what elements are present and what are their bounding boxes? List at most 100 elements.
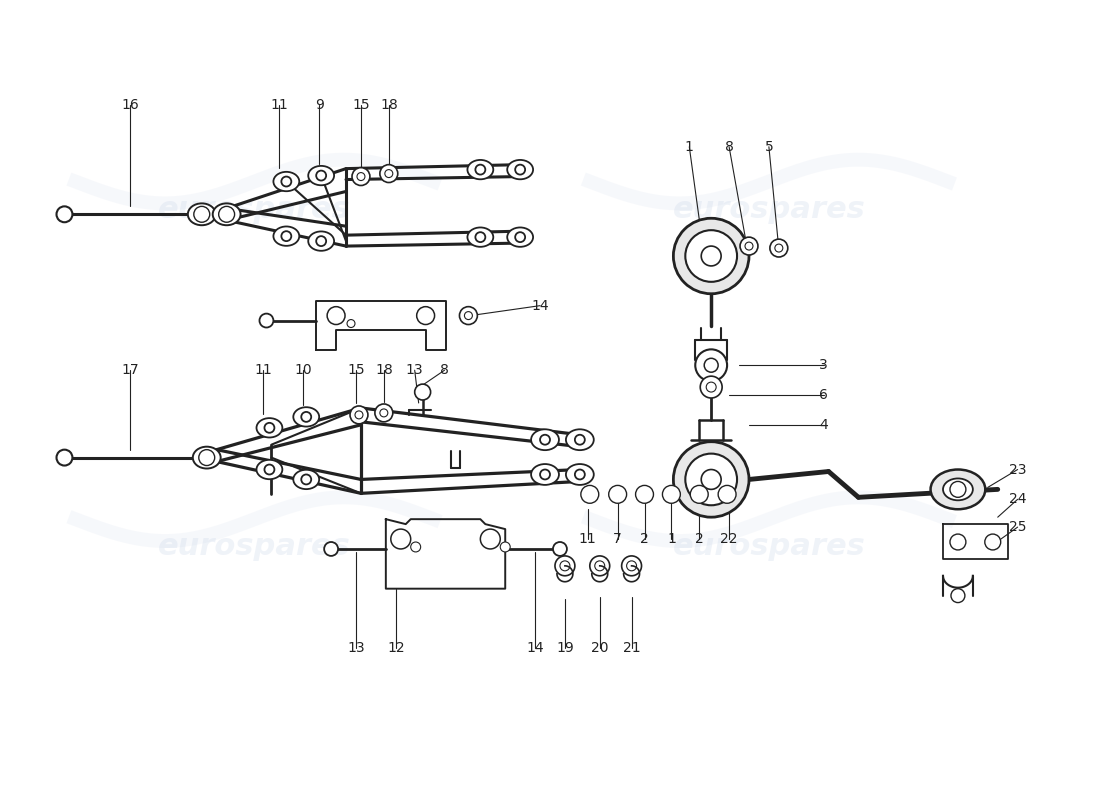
Text: 13: 13 bbox=[348, 642, 365, 655]
Text: 8: 8 bbox=[440, 363, 449, 378]
Circle shape bbox=[770, 239, 788, 257]
Ellipse shape bbox=[531, 430, 559, 450]
Circle shape bbox=[264, 423, 274, 433]
Circle shape bbox=[515, 232, 525, 242]
Circle shape bbox=[685, 230, 737, 282]
Circle shape bbox=[56, 206, 73, 222]
Circle shape bbox=[595, 561, 605, 571]
Circle shape bbox=[691, 486, 708, 503]
Circle shape bbox=[701, 246, 722, 266]
Ellipse shape bbox=[468, 160, 493, 179]
Text: 4: 4 bbox=[820, 418, 828, 432]
Circle shape bbox=[950, 482, 966, 498]
Circle shape bbox=[352, 168, 370, 186]
Circle shape bbox=[260, 314, 274, 327]
Text: 7: 7 bbox=[614, 532, 622, 546]
Circle shape bbox=[706, 382, 716, 392]
Circle shape bbox=[560, 561, 570, 571]
Circle shape bbox=[346, 319, 355, 327]
Text: 18: 18 bbox=[379, 98, 398, 112]
Ellipse shape bbox=[256, 460, 283, 479]
Text: eurospares: eurospares bbox=[672, 533, 866, 562]
Ellipse shape bbox=[507, 227, 534, 247]
Circle shape bbox=[264, 465, 274, 474]
Circle shape bbox=[417, 306, 434, 325]
Text: 21: 21 bbox=[623, 642, 640, 655]
Text: 16: 16 bbox=[121, 98, 139, 112]
Text: 22: 22 bbox=[720, 532, 738, 546]
Ellipse shape bbox=[308, 166, 334, 186]
Circle shape bbox=[301, 474, 311, 485]
Circle shape bbox=[608, 486, 627, 503]
Text: 8: 8 bbox=[725, 140, 734, 154]
Text: 3: 3 bbox=[820, 358, 828, 372]
Circle shape bbox=[556, 556, 575, 576]
Circle shape bbox=[581, 486, 598, 503]
Ellipse shape bbox=[192, 446, 221, 469]
Text: 17: 17 bbox=[121, 363, 139, 378]
Circle shape bbox=[745, 242, 754, 250]
Circle shape bbox=[673, 442, 749, 517]
Text: eurospares: eurospares bbox=[158, 195, 351, 224]
Ellipse shape bbox=[256, 418, 283, 438]
Circle shape bbox=[590, 556, 609, 576]
Circle shape bbox=[464, 312, 472, 319]
Circle shape bbox=[500, 542, 510, 552]
Text: 11: 11 bbox=[271, 98, 288, 112]
Circle shape bbox=[282, 177, 292, 186]
Ellipse shape bbox=[943, 478, 972, 500]
Circle shape bbox=[515, 165, 525, 174]
Text: 15: 15 bbox=[352, 98, 370, 112]
Text: 10: 10 bbox=[295, 363, 312, 378]
Text: 25: 25 bbox=[1009, 520, 1026, 534]
Ellipse shape bbox=[294, 470, 319, 489]
Text: 18: 18 bbox=[375, 363, 393, 378]
Text: 20: 20 bbox=[591, 642, 608, 655]
Circle shape bbox=[718, 486, 736, 503]
Circle shape bbox=[358, 173, 365, 181]
Circle shape bbox=[327, 306, 345, 325]
Text: 15: 15 bbox=[348, 363, 365, 378]
Circle shape bbox=[301, 412, 311, 422]
Circle shape bbox=[415, 384, 430, 400]
Circle shape bbox=[575, 434, 585, 445]
Text: 11: 11 bbox=[254, 363, 273, 378]
Circle shape bbox=[627, 561, 637, 571]
Circle shape bbox=[575, 470, 585, 479]
Circle shape bbox=[56, 450, 73, 466]
Circle shape bbox=[701, 470, 722, 490]
Circle shape bbox=[475, 165, 485, 174]
Circle shape bbox=[984, 534, 1001, 550]
Text: eurospares: eurospares bbox=[158, 533, 351, 562]
Text: 2: 2 bbox=[640, 532, 649, 546]
Circle shape bbox=[390, 529, 410, 549]
Text: 5: 5 bbox=[764, 140, 773, 154]
Circle shape bbox=[475, 232, 485, 242]
Ellipse shape bbox=[565, 430, 594, 450]
Circle shape bbox=[553, 542, 566, 556]
Ellipse shape bbox=[274, 172, 299, 191]
Ellipse shape bbox=[565, 464, 594, 485]
Circle shape bbox=[375, 404, 393, 422]
Text: 24: 24 bbox=[1009, 492, 1026, 506]
Text: 11: 11 bbox=[579, 532, 596, 546]
Text: 1: 1 bbox=[685, 140, 694, 154]
Ellipse shape bbox=[931, 470, 986, 510]
Circle shape bbox=[460, 306, 477, 325]
Text: 2: 2 bbox=[695, 532, 704, 546]
Circle shape bbox=[662, 486, 680, 503]
Circle shape bbox=[636, 486, 653, 503]
Text: 1: 1 bbox=[667, 532, 675, 546]
Ellipse shape bbox=[274, 226, 299, 246]
Circle shape bbox=[350, 406, 367, 424]
Circle shape bbox=[355, 411, 363, 419]
Ellipse shape bbox=[468, 227, 493, 247]
Circle shape bbox=[385, 170, 393, 178]
Text: 9: 9 bbox=[315, 98, 323, 112]
Circle shape bbox=[950, 534, 966, 550]
Circle shape bbox=[540, 470, 550, 479]
Text: eurospares: eurospares bbox=[672, 195, 866, 224]
Text: 19: 19 bbox=[556, 642, 574, 655]
Circle shape bbox=[540, 434, 550, 445]
Ellipse shape bbox=[507, 160, 534, 179]
